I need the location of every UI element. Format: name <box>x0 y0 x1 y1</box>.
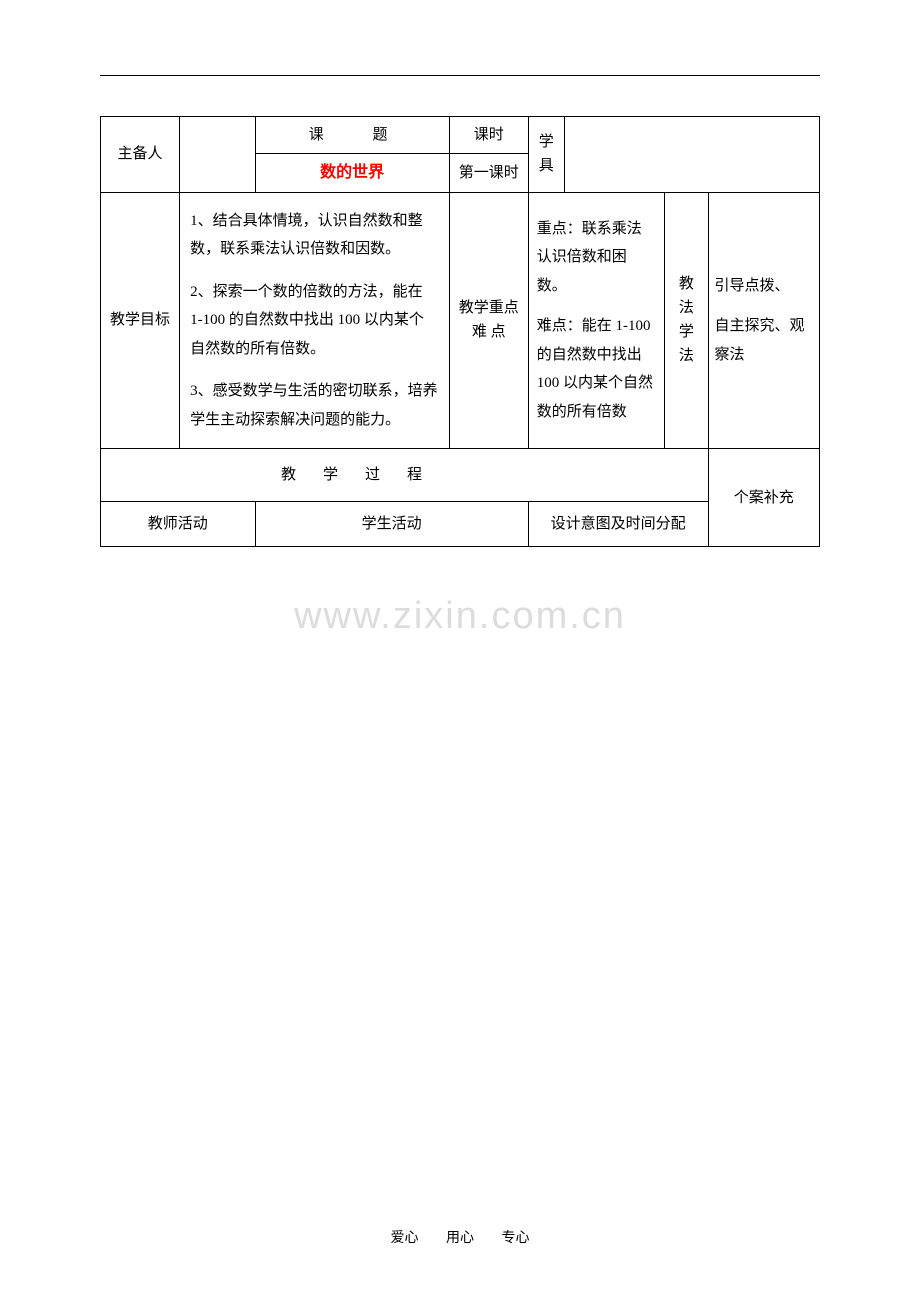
period-label: 课时 <box>449 117 528 154</box>
objectives-content: 1、结合具体情境，认识自然数和整数，联系乘法认识倍数和因数。 2、探索一个数的倍… <box>180 192 450 449</box>
objective-2: 2、探索一个数的倍数的方法，能在 1-100 的自然数中找出 100 以内某个自… <box>190 278 439 364</box>
process-header-row: 教学过程 个案补充 <box>101 449 820 502</box>
preparer-value <box>180 117 255 193</box>
objectives-label: 教学目标 <box>101 192 180 449</box>
method-2: 自主探究、观察法 <box>715 312 814 369</box>
objective-1: 1、结合具体情境，认识自然数和整数，联系乘法认识倍数和因数。 <box>190 207 439 264</box>
lesson-plan-table: 主备人 课 题 课时 学具 数的世界 第一课时 教学目标 1、结合具体情境，认识… <box>100 116 820 547</box>
topic-value: 数的世界 <box>255 154 449 193</box>
topic-label: 课 题 <box>255 117 449 154</box>
design-intent-label: 设计意图及时间分配 <box>528 502 708 547</box>
objectives-row: 教学目标 1、结合具体情境，认识自然数和整数，联系乘法认识倍数和因数。 2、探索… <box>101 192 820 449</box>
page-content: 主备人 课 题 课时 学具 数的世界 第一课时 教学目标 1、结合具体情境，认识… <box>0 0 920 547</box>
footer-word-2: 用心 <box>446 1231 474 1246</box>
tools-value <box>564 117 819 193</box>
process-header: 教学过程 <box>101 449 709 502</box>
watermark: www.zixin.com.cn <box>0 595 920 638</box>
key-point: 重点：联系乘法认识倍数和困数。 <box>537 215 657 301</box>
supplement-label: 个案补充 <box>708 449 820 547</box>
period-value: 第一课时 <box>449 154 528 193</box>
preparer-label: 主备人 <box>101 117 180 193</box>
key-difficulty-label: 教学重点 难 点 <box>449 192 528 449</box>
student-activity-label: 学生活动 <box>255 502 528 547</box>
footer-word-1: 爱心 <box>391 1231 419 1246</box>
methods-label: 教法学法 <box>665 192 708 449</box>
teacher-activity-label: 教师活动 <box>101 502 256 547</box>
difficulty: 难点：能在 1-100 的自然数中找出 100 以内某个自然数的所有倍数 <box>537 312 657 426</box>
objective-3: 3、感受数学与生活的密切联系，培养学生主动探索解决问题的能力。 <box>190 377 439 434</box>
tools-label: 学具 <box>528 117 564 193</box>
header-row-1: 主备人 课 题 课时 学具 <box>101 117 820 154</box>
top-rule <box>100 75 820 76</box>
key-difficulty-content: 重点：联系乘法认识倍数和困数。 难点：能在 1-100 的自然数中找出 100 … <box>528 192 665 449</box>
method-1: 引导点拨、 <box>715 272 814 301</box>
footer: 爱心 用心 专心 <box>0 1227 920 1247</box>
footer-word-3: 专心 <box>502 1231 530 1246</box>
methods-content: 引导点拨、 自主探究、观察法 <box>708 192 820 449</box>
